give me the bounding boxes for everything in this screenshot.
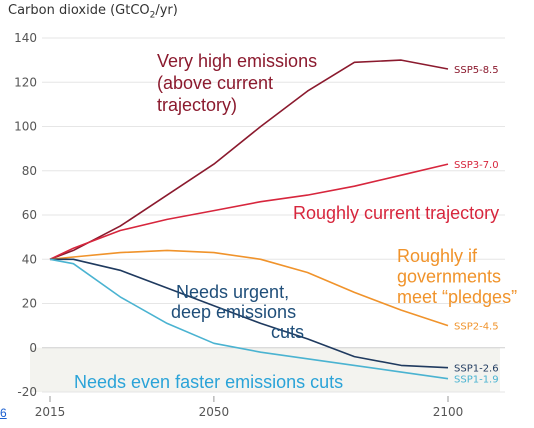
x-tick-label: 2100 bbox=[433, 405, 464, 419]
y-tick-label: 100 bbox=[14, 120, 37, 134]
annotation-text: governments bbox=[397, 267, 501, 287]
series-line-ssp5-8.5 bbox=[49, 59, 449, 261]
annotation-text: (above current bbox=[157, 73, 273, 93]
series-line-ssp3-7.0 bbox=[49, 163, 449, 261]
annotation-text: meet “pledges” bbox=[397, 287, 517, 307]
annotation-text: Roughly current trajectory bbox=[293, 203, 499, 223]
negative-emissions-band bbox=[30, 347, 500, 392]
series-line-ssp1-2.6 bbox=[50, 258, 449, 369]
y-tick-label: -20 bbox=[17, 385, 37, 399]
annotation-text: cuts bbox=[271, 322, 304, 342]
annotation-text: Very high emissions bbox=[157, 51, 317, 71]
series-label-ssp5-8.5: SSP5-8.5 bbox=[454, 65, 499, 76]
x-tick-label: 2050 bbox=[199, 405, 230, 419]
y-tick-label: 60 bbox=[22, 208, 37, 222]
annotation-text: deep emissions bbox=[171, 302, 296, 322]
series-label-ssp1-2.6: SSP1-2.6 bbox=[454, 364, 499, 375]
y-tick-label: 80 bbox=[22, 164, 37, 178]
y-tick-label: 0 bbox=[29, 341, 37, 355]
page-number-link[interactable]: 6 bbox=[0, 406, 7, 420]
y-tick-label: 120 bbox=[14, 75, 37, 89]
y-tick-label: 140 bbox=[14, 31, 37, 45]
x-tick-label: 2015 bbox=[35, 405, 66, 419]
y-axis-label: Carbon dioxide (GtCO2/yr) bbox=[8, 3, 178, 21]
series-line-ssp1-1.9 bbox=[49, 258, 449, 380]
annotation-text: Needs even faster emissions cuts bbox=[74, 372, 343, 392]
series-label-ssp1-1.9: SSP1-1.9 bbox=[454, 375, 499, 386]
series-line-ssp2-4.5 bbox=[49, 249, 449, 327]
annotation-text: Roughly if bbox=[397, 246, 478, 266]
series-label-ssp3-7.0: SSP3-7.0 bbox=[454, 160, 499, 171]
y-tick-label: 20 bbox=[22, 297, 37, 311]
annotation-text: trajectory) bbox=[157, 95, 237, 115]
series-label-ssp2-4.5: SSP2-4.5 bbox=[454, 322, 499, 333]
annotation-text: Needs urgent, bbox=[176, 282, 289, 302]
y-tick-label: 40 bbox=[22, 252, 37, 266]
